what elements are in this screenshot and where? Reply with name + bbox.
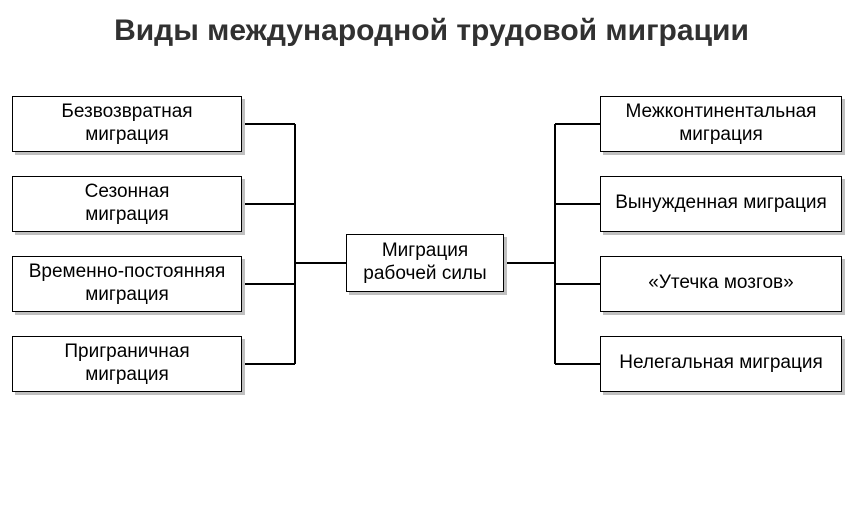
left-node-3: Приграничнаямиграция bbox=[12, 336, 242, 392]
right-node-0: Межконтинентальнаямиграция bbox=[600, 96, 842, 152]
left-node-1: Сезоннаямиграция bbox=[12, 176, 242, 232]
right-node-1: Вынужденная миграция bbox=[600, 176, 842, 232]
left-node-0: Безвозвратнаямиграция bbox=[12, 96, 242, 152]
right-node-2: «Утечка мозгов» bbox=[600, 256, 842, 312]
diagram-canvas: Миграциярабочей силы Безвозвратнаямиграци… bbox=[0, 58, 863, 478]
center-node: Миграциярабочей силы bbox=[346, 234, 504, 292]
left-node-2: Временно-постоянняямиграция bbox=[12, 256, 242, 312]
diagram-title: Виды международной трудовой миграции bbox=[0, 0, 863, 50]
right-node-3: Нелегальная миграция bbox=[600, 336, 842, 392]
